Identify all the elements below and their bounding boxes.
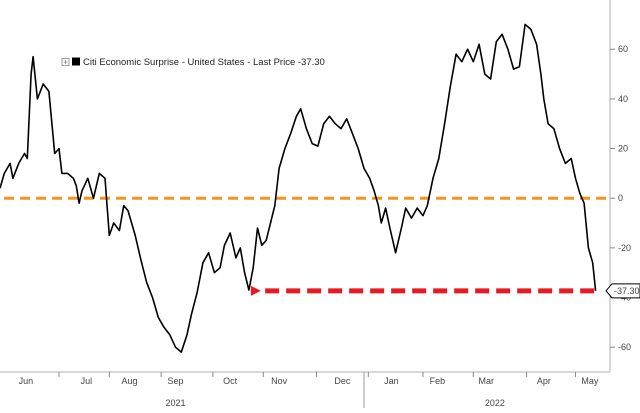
series-line bbox=[0, 23, 597, 353]
legend-label: Citi Economic Surprise - United States -… bbox=[83, 57, 325, 68]
y-tick-label: 60 bbox=[618, 44, 628, 54]
x-tick-label: May bbox=[581, 376, 599, 386]
legend: Citi Economic Surprise - United States -… bbox=[58, 53, 325, 72]
last-value-label: -37.30 bbox=[614, 286, 640, 296]
y-tick-label: -20 bbox=[618, 243, 631, 253]
y-tick-label: 0 bbox=[618, 193, 623, 203]
y-tick-label: 20 bbox=[618, 144, 628, 154]
last-value-badge: -37.30 bbox=[605, 283, 640, 299]
x-year-label: 2021 bbox=[166, 398, 186, 408]
y-tick-label: 40 bbox=[618, 94, 628, 104]
x-tick-label: Apr bbox=[537, 376, 551, 386]
annotations-layer: -37.30 bbox=[250, 283, 640, 299]
x-tick-label: Mar bbox=[479, 376, 495, 386]
x-tick-label: Aug bbox=[121, 376, 137, 386]
x-tick-label: Dec bbox=[334, 376, 351, 386]
x-tick-label: Jan bbox=[384, 376, 399, 386]
legend-box bbox=[58, 53, 294, 72]
x-tick-label: Jul bbox=[81, 376, 93, 386]
series-layer bbox=[0, 23, 608, 353]
x-year-label: 2022 bbox=[485, 398, 505, 408]
legend-swatch bbox=[72, 57, 80, 66]
last-value-badge-shape bbox=[605, 283, 640, 299]
x-tick-label: Feb bbox=[430, 376, 446, 386]
x-tick-label: Nov bbox=[271, 376, 288, 386]
x-tick-label: Jun bbox=[19, 376, 34, 386]
legend-collapse-icon[interactable] bbox=[61, 58, 70, 66]
x-tick-label: Oct bbox=[223, 376, 238, 386]
x-tick-label: Sep bbox=[168, 376, 184, 386]
y-tick-label: -60 bbox=[618, 342, 631, 352]
